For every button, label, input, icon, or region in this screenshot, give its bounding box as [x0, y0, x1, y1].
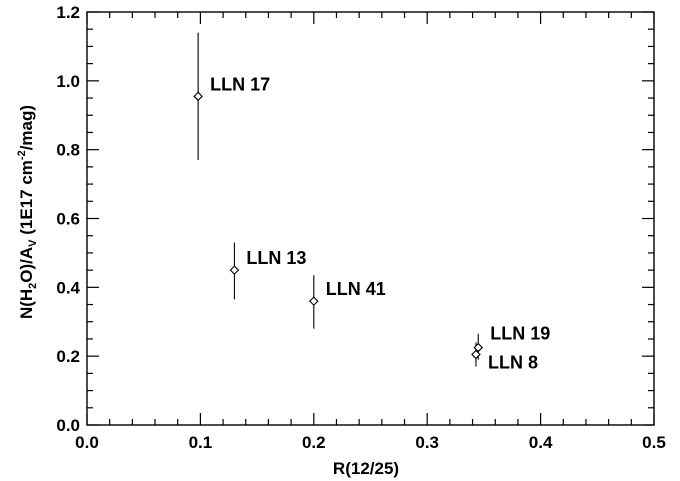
- point-label: LLN 8: [488, 352, 538, 372]
- x-tick-label: 0.3: [415, 433, 439, 452]
- y-axis-title-post1: (1E17 cm: [17, 160, 36, 239]
- y-axis-title-pre: N(H: [17, 289, 36, 319]
- x-tick-label: 0.0: [75, 433, 99, 452]
- y-tick-label: 0.2: [56, 347, 80, 366]
- y-axis-title: N(H2O)/AV (1E17 cm-2/mag): [16, 105, 39, 319]
- y-axis-title-mid: O)/A: [17, 247, 36, 283]
- y-axis-title-sup: -2: [16, 150, 28, 160]
- data-point: [194, 92, 202, 100]
- point-label: LLN 41: [326, 279, 386, 299]
- x-tick-label: 0.1: [189, 433, 213, 452]
- axes: [87, 12, 654, 425]
- y-tick-label: 0.0: [56, 416, 80, 435]
- data-markers: [194, 92, 482, 358]
- data-point: [230, 266, 238, 274]
- point-labels: LLN 17 LLN 13 LLN 41 LLN 19 LLN 8: [210, 74, 550, 372]
- ticks: [87, 12, 654, 425]
- y-tick-label: 1.0: [56, 72, 80, 91]
- point-label: LLN 13: [246, 248, 306, 268]
- x-tick-label: 0.2: [302, 433, 326, 452]
- data-point: [310, 297, 318, 305]
- y-axis-title-post2: /mag): [17, 105, 36, 150]
- x-axis-title: R(12/25): [333, 459, 399, 478]
- plot-frame: [87, 12, 654, 425]
- point-label: LLN 19: [490, 324, 550, 344]
- y-tick-label: 1.2: [56, 3, 80, 22]
- tick-labels: 0.0 0.1 0.2 0.3 0.4 0.5 0.0 0.2 0.4 0.6 0.8 1.0 1.2: [56, 3, 665, 452]
- y-tick-label: 0.6: [56, 210, 80, 229]
- x-tick-label: 0.5: [642, 433, 666, 452]
- point-label: LLN 17: [210, 74, 270, 94]
- y-tick-label: 0.8: [56, 141, 80, 160]
- y-tick-label: 0.4: [56, 278, 80, 297]
- x-tick-label: 0.4: [529, 433, 553, 452]
